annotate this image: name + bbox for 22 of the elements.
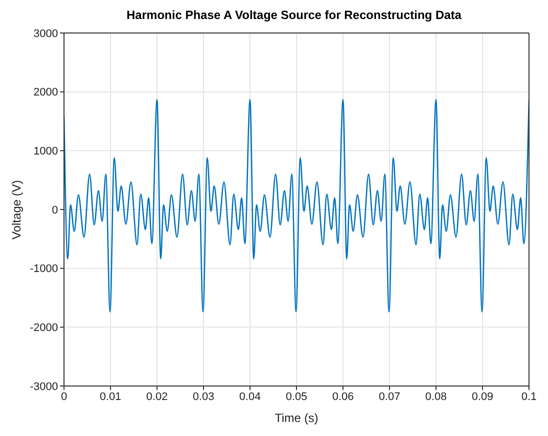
y-axis-title: Voltage (V)	[9, 180, 24, 240]
x-tick-label: 0	[60, 390, 68, 403]
y-tick-label: 2000	[34, 86, 58, 99]
x-tick-label: 0.05	[286, 390, 308, 403]
x-tick-label: 0.09	[472, 390, 494, 403]
chart-title: Harmonic Phase A Voltage Source for Reconstructing Data	[126, 8, 462, 24]
line-series	[64, 98, 529, 313]
x-tick-label: 0.1	[521, 390, 537, 403]
x-tick-label: 0.02	[146, 390, 168, 403]
y-tick-label: -1000	[30, 263, 58, 276]
x-tick-label: 0.08	[425, 390, 447, 403]
y-tick-label: -3000	[30, 380, 58, 393]
y-tick-label: -2000	[30, 322, 58, 334]
y-tick-label: 1000	[34, 146, 58, 158]
y-tick-label: 0	[52, 204, 58, 216]
x-tick-label: 0.01	[100, 390, 122, 403]
x-tick-label: 0.06	[332, 390, 354, 403]
x-tick-label: 0.04	[239, 390, 261, 403]
x-axis-title: Time (s)	[274, 411, 318, 425]
x-tick-label: 0.07	[378, 390, 400, 403]
x-tick-label: 0.03	[192, 390, 214, 403]
y-tick-label: 3000	[34, 28, 58, 40]
